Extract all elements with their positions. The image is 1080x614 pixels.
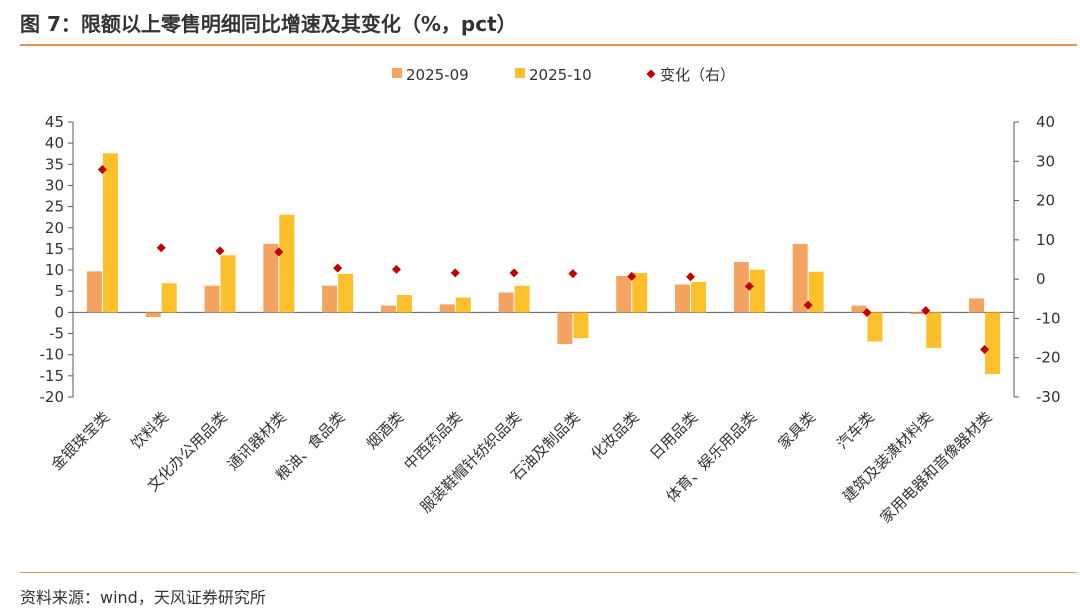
category-label: 日用品类 [646, 408, 701, 463]
bar-2025-10 [338, 273, 354, 313]
bar-2025-09 [733, 262, 749, 313]
bar-2025-10 [867, 312, 883, 342]
change-point [450, 268, 460, 278]
bar-2025-10 [396, 295, 412, 313]
legend-label: 2025-10 [529, 66, 592, 84]
legend-swatch [392, 68, 402, 78]
left-tick-label: -5 [49, 325, 64, 343]
change-point [391, 264, 401, 274]
bar-2025-10 [573, 312, 589, 339]
bar-2025-09 [380, 305, 396, 313]
right-tick-label: 20 [1036, 192, 1055, 210]
change-point [980, 344, 990, 354]
change-point [744, 281, 754, 291]
change-point [274, 247, 284, 257]
left-tick-label: 15 [45, 240, 64, 258]
bar-2025-10 [749, 269, 765, 313]
bar-2025-10 [455, 297, 471, 313]
category-label: 汽车类 [833, 408, 878, 453]
bar-2025-09 [498, 292, 514, 313]
bar-2025-09 [969, 298, 985, 313]
bars [86, 153, 1001, 375]
left-tick-label: 35 [45, 155, 64, 173]
change-point [215, 246, 225, 256]
right-tick-label: 10 [1036, 231, 1055, 249]
legend-swatch [515, 68, 525, 78]
left-tick-label: 0 [54, 303, 64, 321]
legend: 2025-09 2025-10 变化（右） [392, 66, 735, 84]
bar-2025-09 [145, 312, 161, 318]
left-tick-label: 30 [45, 176, 64, 194]
left-tick-label: -10 [40, 346, 65, 364]
bar-2025-09 [792, 243, 808, 313]
category-label: 饮料类 [127, 408, 172, 453]
legend-label: 变化（右） [660, 66, 735, 84]
change-point [862, 308, 872, 318]
left-tick-label: -15 [40, 367, 65, 385]
chart: 2025-09 2025-10 变化（右） -20-15-10-5051015202… [40, 66, 1061, 527]
left-tick-label: 40 [45, 134, 64, 152]
change-point [333, 263, 343, 273]
category-label: 家具类 [774, 408, 819, 453]
right-tick-label: 0 [1036, 270, 1046, 288]
category-label: 化妆品类 [587, 408, 642, 463]
left-tick-label: 45 [45, 113, 64, 131]
category-label: 金银珠宝类 [47, 408, 113, 474]
left-tick-label: -20 [40, 388, 65, 406]
right-tick-label: 30 [1036, 152, 1055, 170]
bar-2025-10 [279, 214, 295, 313]
legend-swatch [646, 69, 656, 79]
bar-2025-09 [851, 305, 867, 313]
change-point [509, 268, 519, 278]
bar-2025-10 [220, 255, 236, 313]
bar-2025-09 [675, 284, 691, 313]
category-label: 家用电器和音像器材类 [877, 408, 996, 527]
bar-2025-09 [439, 304, 455, 313]
bar-2025-10 [808, 271, 824, 313]
change-point [921, 306, 931, 316]
change-point [156, 243, 166, 253]
bar-2025-09 [263, 243, 279, 313]
change-point [686, 272, 696, 282]
change-point [803, 300, 813, 310]
bar-2025-10 [985, 312, 1001, 375]
bar-2025-10 [632, 273, 648, 313]
top-divider [20, 44, 1077, 46]
change-point [627, 271, 637, 281]
change-point [97, 165, 107, 175]
bar-2025-10 [926, 312, 942, 348]
left-tick-label: 20 [45, 219, 64, 237]
right-tick-label: 40 [1036, 113, 1055, 131]
bar-2025-10 [691, 281, 707, 313]
bar-2025-10 [161, 283, 177, 313]
bar-2025-09 [86, 271, 102, 313]
bar-2025-10 [102, 153, 118, 313]
bar-2025-09 [910, 312, 926, 315]
legend-label: 2025-09 [406, 66, 469, 84]
left-tick-label: 25 [45, 198, 64, 216]
source-note: 资料来源：wind，天风证券研究所 [20, 588, 266, 607]
category-label: 烟酒类 [363, 408, 408, 453]
bar-2025-09 [616, 276, 632, 313]
bar-2025-09 [204, 285, 220, 313]
bar-2025-10 [514, 285, 530, 313]
bar-2025-09 [322, 285, 338, 313]
right-tick-label: -20 [1036, 349, 1061, 367]
category-label: 服装鞋帽针纺织品类 [417, 408, 525, 516]
bottom-divider [20, 572, 1077, 573]
chart-title: 图 7：限额以上零售明细同比增速及其变化（%，pct） [20, 12, 517, 36]
change-points [97, 165, 990, 354]
axes: -20 -15 -10 -5 0 5 10 15 20 25 30 35 40 45 -30 -20 -10 0 1… [40, 113, 1061, 406]
left-tick-label: 10 [45, 261, 64, 279]
left-tick-label: 5 [54, 282, 64, 300]
right-tick-label: -10 [1036, 309, 1061, 327]
right-tick-label: -30 [1036, 388, 1061, 406]
bar-2025-09 [557, 312, 573, 345]
change-point [568, 269, 578, 279]
